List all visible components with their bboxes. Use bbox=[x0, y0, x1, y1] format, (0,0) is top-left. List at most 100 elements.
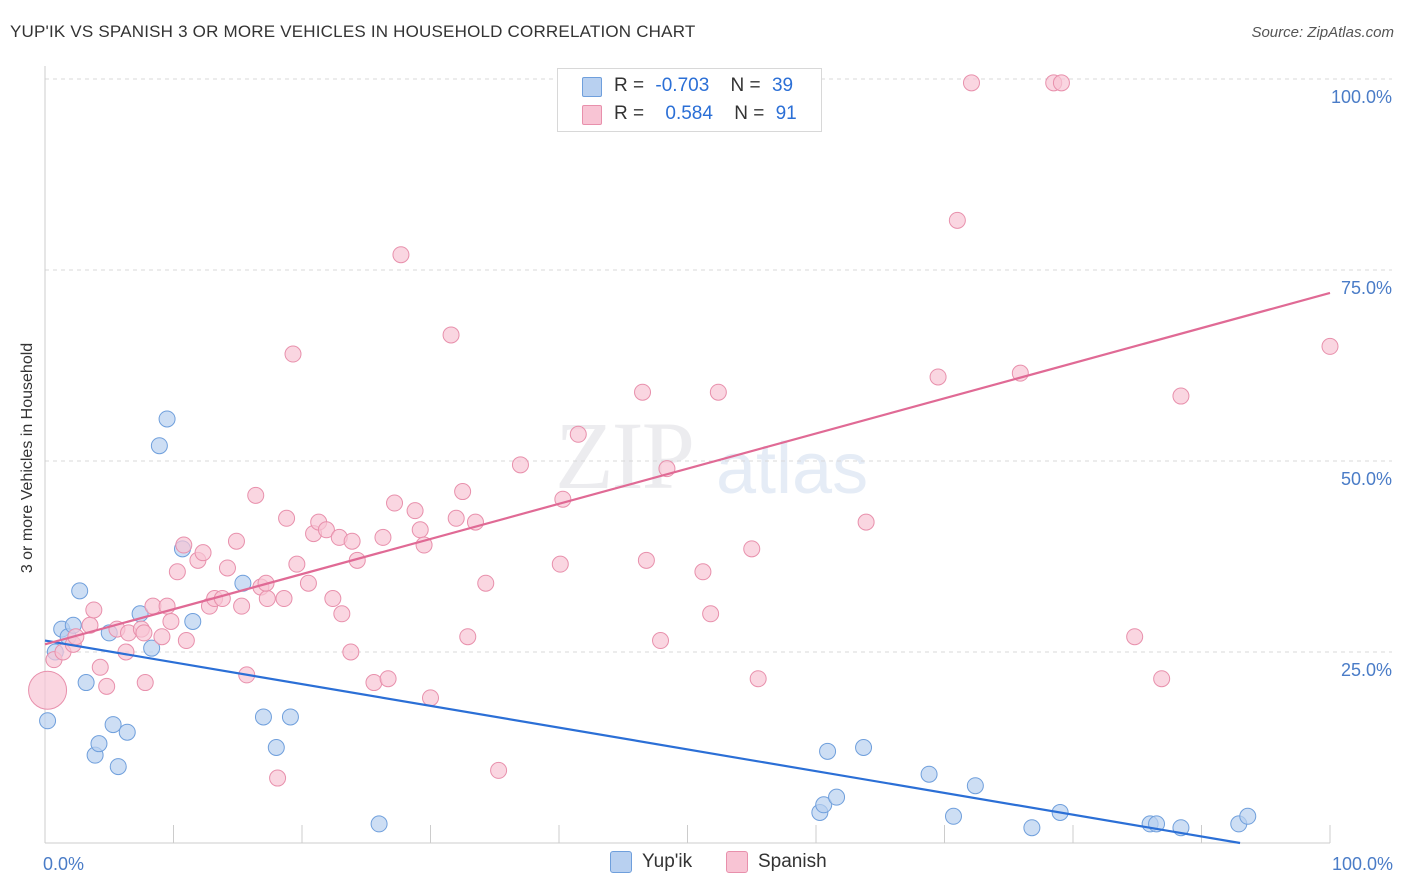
point-spanish bbox=[233, 597, 251, 615]
point-spanish bbox=[162, 612, 180, 630]
point-spanish bbox=[379, 670, 397, 688]
point-spanish bbox=[227, 532, 245, 550]
point-yupik bbox=[944, 807, 962, 825]
point-spanish bbox=[136, 674, 154, 692]
point-spanish bbox=[144, 597, 162, 615]
point-spanish bbox=[175, 536, 193, 554]
point-spanish bbox=[709, 383, 727, 401]
point-spanish bbox=[153, 628, 171, 646]
trend-lines bbox=[44, 291, 1331, 845]
point-spanish bbox=[490, 761, 508, 779]
watermark-atlas: atlas bbox=[716, 429, 869, 509]
point-spanish bbox=[374, 528, 392, 546]
legend-r-value-spanish: 0.584 bbox=[665, 103, 713, 124]
y-tick-label: 75.0% bbox=[1341, 278, 1392, 298]
point-spanish bbox=[299, 574, 317, 592]
point-spanish bbox=[411, 521, 429, 539]
point-spanish bbox=[168, 563, 186, 581]
legend-swatch-yupik bbox=[582, 77, 602, 97]
point-yupik bbox=[90, 735, 108, 753]
point-yupik bbox=[370, 815, 388, 833]
bottom-legend-label-yupik: Yup'ik bbox=[642, 851, 693, 872]
point-spanish bbox=[284, 345, 302, 363]
point-spanish bbox=[929, 368, 947, 386]
point-spanish bbox=[194, 544, 212, 562]
bottom-legend-yupik: Yup'ik bbox=[610, 851, 692, 873]
chart-title: YUP'IK VS SPANISH 3 OR MORE VEHICLES IN … bbox=[10, 22, 696, 41]
y-tick-label: 100.0% bbox=[1331, 87, 1392, 107]
point-spanish bbox=[98, 677, 116, 695]
point-spanish bbox=[962, 74, 980, 92]
point-spanish bbox=[343, 532, 361, 550]
point-spanish bbox=[288, 555, 306, 573]
axes bbox=[44, 66, 1331, 844]
x-tick-label: 0.0% bbox=[43, 854, 84, 874]
point-spanish bbox=[652, 632, 670, 650]
point-yupik bbox=[39, 712, 57, 730]
bottom-legend-swatch-spanish bbox=[726, 851, 748, 873]
legend-n-label: N = bbox=[734, 103, 765, 124]
point-spanish bbox=[135, 624, 153, 642]
point-spanish bbox=[247, 486, 265, 504]
point-spanish bbox=[634, 383, 652, 401]
point-spanish bbox=[447, 509, 465, 527]
point-yupik bbox=[281, 708, 299, 726]
point-spanish bbox=[85, 601, 103, 619]
point-yupik bbox=[184, 612, 202, 630]
point-spanish bbox=[1172, 387, 1190, 405]
point-spanish bbox=[333, 605, 351, 623]
point-spanish bbox=[392, 246, 410, 264]
point-spanish bbox=[269, 769, 287, 787]
bottom-legend-spanish: Spanish bbox=[726, 851, 827, 873]
point-spanish bbox=[1126, 628, 1144, 646]
legend-r-label: R = bbox=[614, 75, 645, 96]
point-yupik bbox=[819, 742, 837, 760]
point-spanish bbox=[117, 643, 135, 661]
legend-n-value-spanish: 91 bbox=[775, 103, 797, 124]
point-spanish bbox=[324, 590, 342, 608]
point-yupik bbox=[267, 739, 285, 756]
point-spanish bbox=[749, 670, 767, 688]
point-spanish bbox=[477, 574, 495, 592]
point-yupik bbox=[966, 777, 984, 795]
data-points bbox=[28, 74, 1339, 837]
trend-line-yupik bbox=[44, 639, 1241, 845]
point-spanish bbox=[569, 425, 587, 443]
point-yupik bbox=[77, 674, 95, 692]
legend-n-value-yupik: 39 bbox=[771, 75, 794, 96]
point-yupik bbox=[1023, 819, 1041, 837]
point-spanish bbox=[1153, 670, 1171, 688]
point-spanish bbox=[442, 326, 460, 344]
y-tick-label: 25.0% bbox=[1341, 660, 1392, 680]
point-yupik bbox=[150, 437, 168, 455]
point-spanish bbox=[637, 551, 655, 569]
point-spanish bbox=[258, 590, 276, 608]
point-yupik bbox=[815, 796, 833, 814]
point-spanish bbox=[422, 689, 439, 707]
point-spanish bbox=[454, 483, 472, 501]
legend-r-label: R = bbox=[614, 103, 645, 124]
point-yupik bbox=[118, 723, 136, 741]
point-yupik bbox=[109, 758, 127, 776]
grid-lines bbox=[45, 78, 1392, 653]
bottom-legend-swatch-yupik bbox=[610, 851, 632, 873]
point-spanish bbox=[551, 555, 569, 573]
bottom-legend-label-spanish: Spanish bbox=[758, 851, 827, 872]
legend-swatch-spanish bbox=[582, 105, 602, 125]
point-yupik bbox=[1239, 807, 1257, 825]
y-tick-label: 50.0% bbox=[1341, 469, 1392, 489]
point-spanish bbox=[278, 509, 296, 527]
point-spanish bbox=[275, 590, 293, 608]
point-yupik bbox=[104, 716, 122, 734]
point-yupik bbox=[71, 582, 89, 600]
point-yupik bbox=[855, 739, 873, 756]
tick-labels: 100.0% 75.0% 50.0% 25.0% 0.0% 100.0% bbox=[43, 87, 1393, 874]
point-spanish bbox=[702, 605, 720, 623]
point-spanish bbox=[743, 540, 761, 558]
point-yupik bbox=[828, 788, 846, 806]
point-spanish bbox=[365, 674, 383, 692]
point-spanish bbox=[1321, 337, 1339, 355]
point-spanish bbox=[857, 513, 875, 531]
watermark-zip: ZIP bbox=[555, 402, 695, 509]
